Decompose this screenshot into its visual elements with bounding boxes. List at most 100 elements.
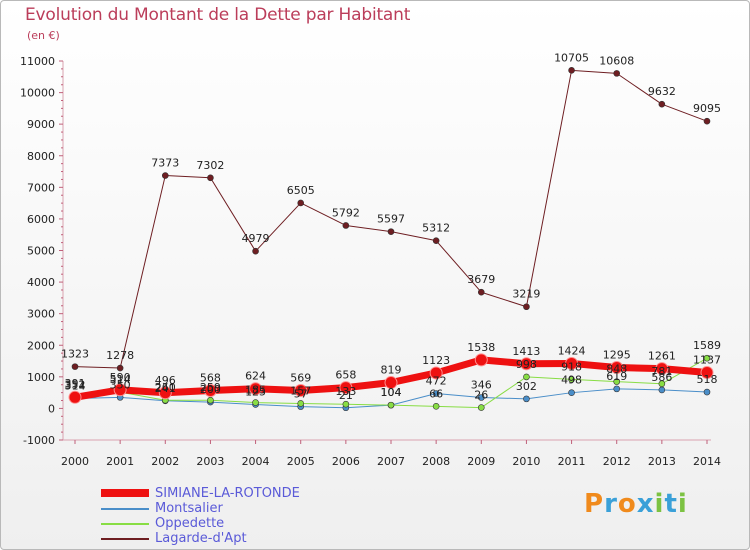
x-tick-label: 2006 xyxy=(332,455,360,468)
data-label-simiane-la-rotonde: 819 xyxy=(381,364,402,377)
data-point-lagarde-d-apt xyxy=(207,174,214,182)
data-label-simiane-la-rotonde: 1137 xyxy=(693,354,721,367)
data-label-lagarde-d-apt: 5597 xyxy=(377,213,405,226)
data-label-montsalier: 350 xyxy=(110,378,131,391)
data-label-simiane-la-rotonde: 1123 xyxy=(422,354,450,367)
data-point-lagarde-d-apt xyxy=(161,172,169,179)
data-label-lagarde-d-apt: 9632 xyxy=(648,85,676,98)
y-tick-label: 10000 xyxy=(20,87,55,100)
data-label-montsalier: 200 xyxy=(200,383,221,396)
y-tick-label: 1000 xyxy=(27,371,55,384)
data-point-simiane-la-rotonde xyxy=(113,383,127,397)
data-label-montsalier: 314 xyxy=(65,379,86,392)
legend-label: Lagarde-d'Apt xyxy=(155,531,247,546)
data-point-montsalier xyxy=(477,394,485,401)
data-label-montsalier: 125 xyxy=(245,385,266,398)
data-point-lagarde-d-apt xyxy=(116,364,124,372)
data-label-oppedette: 26 xyxy=(474,389,488,402)
logo-letter: i xyxy=(654,489,665,519)
data-point-lagarde-d-apt xyxy=(432,237,440,244)
data-point-simiane-la-rotonde xyxy=(610,361,624,375)
data-point-oppedette xyxy=(252,399,259,406)
data-label-simiane-la-rotonde: 1295 xyxy=(603,349,631,362)
data-label-montsalier: 57 xyxy=(294,388,308,401)
data-point-simiane-la-rotonde xyxy=(249,382,263,396)
data-point-lagarde-d-apt xyxy=(703,117,711,125)
data-label-lagarde-d-apt: 6505 xyxy=(287,184,315,197)
data-label-oppedette: 66 xyxy=(429,387,443,400)
data-label-oppedette: 781 xyxy=(651,365,672,378)
x-tick-label: 2002 xyxy=(151,455,179,468)
y-tick-label: 11000 xyxy=(20,55,55,68)
data-label-montsalier: 346 xyxy=(471,378,492,391)
data-label-oppedette: 918 xyxy=(561,360,582,373)
data-label-montsalier: 619 xyxy=(606,370,627,383)
data-point-montsalier xyxy=(568,389,575,396)
data-point-lagarde-d-apt xyxy=(342,222,350,229)
x-tick-label: 2012 xyxy=(603,455,631,468)
data-point-simiane-la-rotonde xyxy=(203,383,217,397)
data-point-simiane-la-rotonde xyxy=(474,353,488,367)
data-label-simiane-la-rotonde: 352 xyxy=(65,378,86,391)
x-tick-label: 2005 xyxy=(287,455,315,468)
x-tick-label: 2010 xyxy=(512,455,540,468)
y-tick-label: 9000 xyxy=(27,118,55,131)
x-tick-label: 2007 xyxy=(377,455,405,468)
data-point-simiane-la-rotonde xyxy=(158,386,172,400)
x-tick-label: 2004 xyxy=(242,455,270,468)
data-label-oppedette: 157 xyxy=(290,384,311,397)
data-label-montsalier: 104 xyxy=(381,386,402,399)
data-point-lagarde-d-apt xyxy=(387,228,395,235)
data-label-simiane-la-rotonde: 624 xyxy=(245,370,266,383)
x-tick-label: 2003 xyxy=(196,455,224,468)
data-point-oppedette xyxy=(523,373,530,381)
legend-swatch xyxy=(101,523,149,525)
data-label-oppedette: 104 xyxy=(381,386,402,399)
data-point-simiane-la-rotonde xyxy=(565,356,579,370)
data-point-simiane-la-rotonde xyxy=(700,366,714,380)
data-label-lagarde-d-apt: 10705 xyxy=(554,51,589,64)
data-label-montsalier: 586 xyxy=(651,371,672,384)
data-point-oppedette xyxy=(613,378,621,385)
data-label-simiane-la-rotonde: 496 xyxy=(155,374,176,387)
data-label-lagarde-d-apt: 3219 xyxy=(512,288,540,301)
data-label-lagarde-d-apt: 1278 xyxy=(106,349,134,362)
data-point-oppedette xyxy=(297,400,305,407)
data-label-simiane-la-rotonde: 1413 xyxy=(512,345,540,358)
data-label-oppedette: 514 xyxy=(110,373,131,386)
data-label-oppedette: 260 xyxy=(155,381,176,394)
y-tick-label: 0 xyxy=(48,402,55,415)
data-label-lagarde-d-apt: 10608 xyxy=(599,54,634,67)
data-point-lagarde-d-apt xyxy=(613,70,621,77)
data-point-lagarde-d-apt xyxy=(477,288,485,296)
data-label-oppedette: 133 xyxy=(335,385,356,398)
logo-letter: r xyxy=(604,489,618,519)
data-label-montsalier: 241 xyxy=(155,382,176,395)
data-point-oppedette xyxy=(207,396,214,404)
legend-swatch xyxy=(101,508,149,510)
data-point-oppedette xyxy=(342,400,350,408)
y-tick-label: 3000 xyxy=(27,308,55,321)
data-label-lagarde-d-apt: 5312 xyxy=(422,222,450,235)
data-label-lagarde-d-apt: 7373 xyxy=(151,157,179,170)
data-point-simiane-la-rotonde xyxy=(384,376,398,390)
data-label-oppedette: 1589 xyxy=(693,339,721,352)
legend-swatch xyxy=(101,489,149,497)
data-label-simiane-la-rotonde: 1538 xyxy=(467,341,495,354)
data-point-oppedette xyxy=(387,401,395,409)
y-tick-label: -1000 xyxy=(23,434,55,447)
data-point-montsalier xyxy=(432,390,440,397)
chart-unit: (en €) xyxy=(27,29,60,42)
data-point-oppedette xyxy=(658,380,666,388)
data-point-oppedette xyxy=(568,376,575,383)
logo-letter: t xyxy=(664,489,678,519)
x-tick-label: 2011 xyxy=(558,455,586,468)
data-point-montsalier xyxy=(658,386,666,394)
data-point-lagarde-d-apt xyxy=(297,199,305,207)
logo-letter: x xyxy=(636,489,655,519)
data-label-simiane-la-rotonde: 569 xyxy=(290,371,311,384)
data-point-montsalier xyxy=(523,395,530,403)
y-tick-label: 5000 xyxy=(27,245,55,258)
data-label-simiane-la-rotonde: 1424 xyxy=(558,344,586,357)
